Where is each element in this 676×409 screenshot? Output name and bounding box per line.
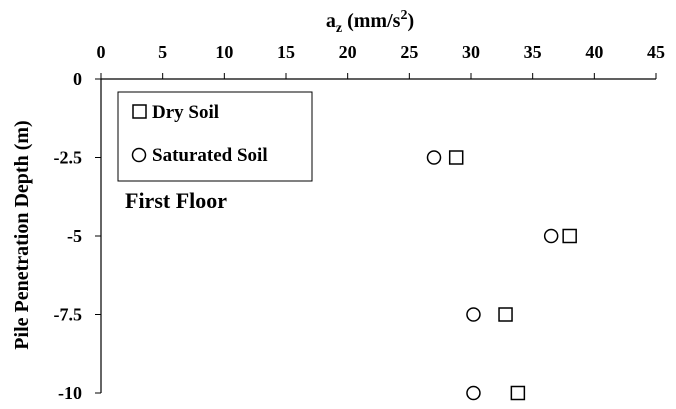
square-marker-icon xyxy=(132,104,147,119)
x-tick-label-10: 10 xyxy=(215,42,233,62)
y-tick-label-0: 0 xyxy=(73,69,82,89)
x-tick-label-15: 15 xyxy=(277,42,295,62)
dry-soil-point xyxy=(498,307,513,322)
x-tick-labels: 0 5 10 15 20 25 30 35 40 45 xyxy=(97,42,666,62)
saturated-soil-point xyxy=(466,385,481,401)
y-tick-label-neg5: -5 xyxy=(67,226,82,246)
x-axis-title-superscript: 2 xyxy=(400,8,407,23)
y-axis-title: Pile Penetration Depth (m) xyxy=(11,120,33,349)
x-tick-label-0: 0 xyxy=(97,42,106,62)
dry-soil-point xyxy=(448,150,464,165)
annotation-first-floor: First Floor xyxy=(125,188,227,213)
x-axis-title-subscript: z xyxy=(336,21,342,36)
x-tick-label-45: 45 xyxy=(647,42,665,62)
x-tick-label-40: 40 xyxy=(585,42,603,62)
legend-item-dry-soil: Dry Soil xyxy=(132,102,219,123)
saturated-soil-point xyxy=(426,150,442,165)
legend-label-saturated-soil: Saturated Soil xyxy=(152,145,268,166)
x-tick-label-25: 25 xyxy=(400,42,418,62)
y-tick-label-neg7p5: -7.5 xyxy=(54,305,83,325)
legend: Dry Soil Saturated Soil xyxy=(117,91,313,182)
series-dry-soil xyxy=(448,150,577,401)
x-tick-label-20: 20 xyxy=(339,42,357,62)
legend-label-dry-soil: Dry Soil xyxy=(152,102,219,123)
x-axis-title: az (mm/s2) xyxy=(326,8,414,36)
data-points xyxy=(426,150,577,401)
dry-soil-point xyxy=(562,228,577,244)
x-axis-title-close: ) xyxy=(407,10,414,32)
legend-item-saturated-soil: Saturated Soil xyxy=(131,145,268,166)
y-tick-labels: 0 -2.5 -5 -7.5 -10 xyxy=(54,69,83,403)
y-tick-label-neg10: -10 xyxy=(58,383,82,403)
x-tick-label-35: 35 xyxy=(524,42,542,62)
y-tick-label-neg2p5: -2.5 xyxy=(54,148,83,168)
x-tick-label-30: 30 xyxy=(462,42,480,62)
axes xyxy=(95,73,657,394)
legend-box xyxy=(117,91,313,182)
dry-soil-point xyxy=(510,385,526,401)
circle-marker-icon xyxy=(131,147,147,163)
x-tick-label-5: 5 xyxy=(158,42,167,62)
saturated-soil-point xyxy=(543,228,559,244)
series-saturated-soil xyxy=(426,150,559,401)
x-axis-title-base: a xyxy=(326,10,336,32)
saturated-soil-point xyxy=(466,307,481,322)
x-axis-title-unit: (mm/s xyxy=(342,10,401,32)
